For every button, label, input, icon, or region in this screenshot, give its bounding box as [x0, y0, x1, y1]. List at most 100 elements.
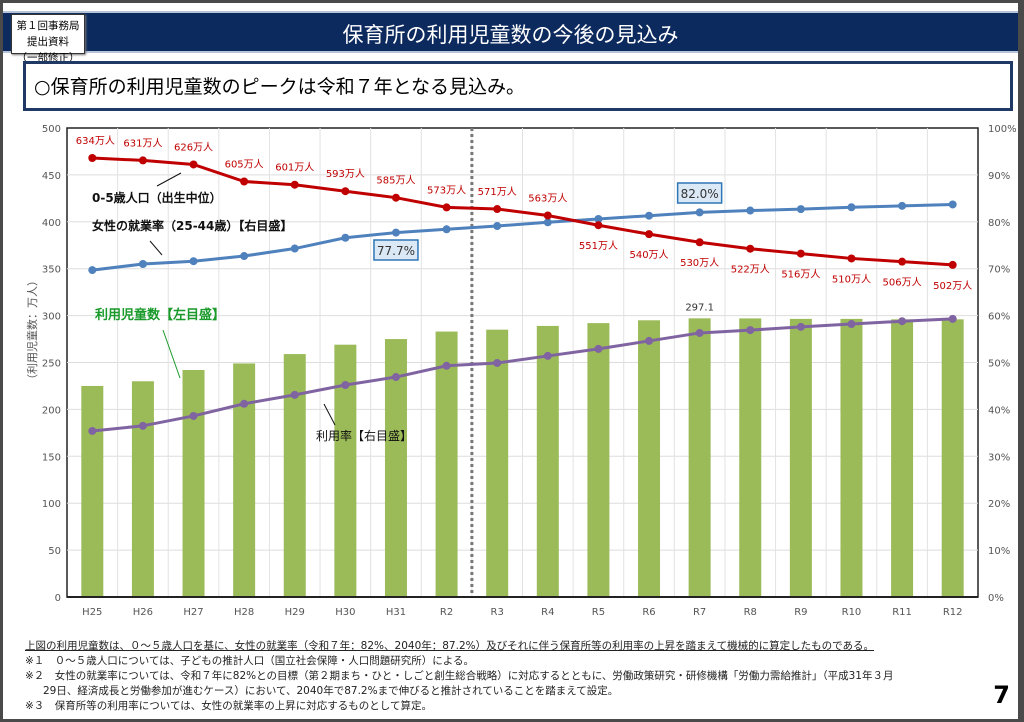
population-point: [645, 230, 654, 239]
usage-rate-point: [796, 322, 805, 331]
population-point: [594, 221, 603, 230]
arrow-population: [156, 172, 182, 187]
female-employment-point: [695, 208, 704, 217]
y-tick-left: 500: [42, 124, 61, 135]
y-axis-label-left: （利用児童数：万人）: [25, 275, 39, 385]
rate-callout-label: 82.0%: [681, 187, 719, 201]
x-tick-label: R7: [693, 607, 706, 618]
female-employment-point: [948, 200, 957, 209]
population-point: [746, 244, 755, 253]
note-2-cont: 29日、経済成長と労働参加が進むケース）において、2040年で87.2%まで伸び…: [43, 685, 619, 697]
x-tick-label: R10: [842, 607, 862, 618]
population-point: [391, 193, 400, 202]
usage-rate-point: [341, 381, 350, 390]
x-tick-label: R8: [744, 607, 757, 618]
rate-callout-box: [373, 239, 419, 261]
usage-rate-point: [391, 373, 400, 382]
x-tick-label: R2: [440, 607, 453, 618]
bar-childcare-users: [334, 344, 357, 597]
badge-line-1: 第１回事務局提出資料: [16, 20, 80, 48]
y-tick-left: 150: [42, 452, 61, 463]
y-tick-right: 30%: [988, 452, 1010, 463]
x-tick-label: R6: [642, 607, 655, 618]
bar-childcare-users: [435, 331, 458, 597]
usage-rate-point: [948, 314, 957, 323]
rate-callout-box: [676, 182, 723, 204]
x-tick-label: R9: [794, 607, 807, 618]
usage-rate-point: [138, 421, 147, 430]
x-tick-label: R11: [892, 607, 912, 618]
users-series-label: 利用児童数【左目盛】: [95, 307, 225, 323]
female-employment-point: [493, 222, 502, 231]
bar-childcare-users: [536, 325, 559, 597]
population-point: [847, 254, 856, 263]
bar-childcare-users: [688, 318, 711, 597]
bar-childcare-users: [81, 385, 104, 597]
usage-rate-point: [898, 317, 907, 326]
usage-rate-point: [493, 358, 502, 367]
note-main: 上図の利用児童数は、０～５歳人口を基に、女性の就業率（令和７年：82%、2040…: [25, 640, 874, 652]
x-tick-label: H28: [234, 607, 254, 618]
bar-data-label: 297.1: [685, 302, 714, 313]
y-tick-left: 300: [42, 312, 61, 323]
population-point: [543, 211, 552, 220]
population-data-label: 540万人: [629, 249, 668, 261]
y-tick-right: 20%: [988, 499, 1010, 510]
population-data-label: 605万人: [225, 158, 264, 170]
y-tick-right: 50%: [988, 359, 1010, 370]
y-tick-right: 10%: [988, 546, 1010, 557]
usage-rate-point: [594, 344, 603, 353]
population-data-label: 634万人: [76, 135, 115, 147]
population-point: [442, 203, 451, 212]
population-series-label: 0-5歳人口（出生中位）: [92, 190, 222, 205]
population-point: [240, 177, 249, 186]
bar-childcare-users: [233, 363, 256, 597]
bar-childcare-users: [638, 320, 661, 597]
usage-rate-point: [543, 351, 552, 360]
header-bar: 保育所の利用児童数の今後の見込み: [3, 11, 1018, 53]
arrow-usage-rate: [323, 403, 336, 426]
population-data-label: 571万人: [478, 186, 517, 198]
x-tick-label: H27: [183, 607, 203, 618]
bar-childcare-users: [789, 318, 812, 597]
female-employment-point: [189, 257, 198, 266]
female-employment-point: [645, 211, 654, 220]
population-point: [796, 249, 805, 258]
bar-childcare-users: [941, 319, 964, 597]
bar-childcare-users: [739, 318, 762, 597]
y-tick-left: 100: [42, 499, 61, 510]
population-data-label: 631万人: [123, 137, 162, 149]
population-data-label: 563万人: [528, 193, 567, 205]
usage-rate-point: [645, 336, 654, 345]
population-data-label: 510万人: [832, 273, 871, 285]
population-point: [88, 154, 97, 162]
population-data-label: 585万人: [376, 175, 415, 187]
population-data-label: 573万人: [427, 184, 466, 196]
bar-childcare-users: [486, 329, 509, 597]
bar-childcare-users: [384, 339, 407, 597]
bar-childcare-users: [840, 318, 863, 597]
population-line: [92, 156, 953, 267]
page-title: 保育所の利用児童数の今後の見込み: [342, 23, 679, 47]
document-badge: 第１回事務局提出資料 （一部修正）: [11, 14, 85, 64]
x-tick-label: H29: [285, 607, 305, 618]
female-employment-point: [391, 228, 400, 237]
population-data-label: 502万人: [933, 280, 972, 292]
bar-childcare-users: [182, 370, 205, 597]
x-tick-label: H30: [335, 607, 355, 618]
usage-rate-point: [746, 326, 755, 335]
female-employment-point: [543, 218, 552, 227]
x-tick-label: R4: [541, 607, 554, 618]
population-data-label: 506万人: [883, 277, 922, 289]
usage-rate-point: [88, 426, 97, 435]
usage-rate-point: [189, 411, 198, 420]
x-tick-label: R5: [592, 607, 605, 618]
x-tick-label: H26: [133, 607, 153, 618]
note-3: ※３ 保育所等の利用率については、女性の就業率の上昇に対応するものとして算定。: [25, 700, 432, 712]
population-point: [138, 156, 147, 165]
lead-statement: ○保育所の利用児童数のピークは令和７年となる見込み。: [23, 61, 1013, 111]
y-tick-right: 80%: [988, 218, 1010, 229]
population-point: [290, 180, 299, 189]
female-employment-point: [88, 266, 97, 275]
